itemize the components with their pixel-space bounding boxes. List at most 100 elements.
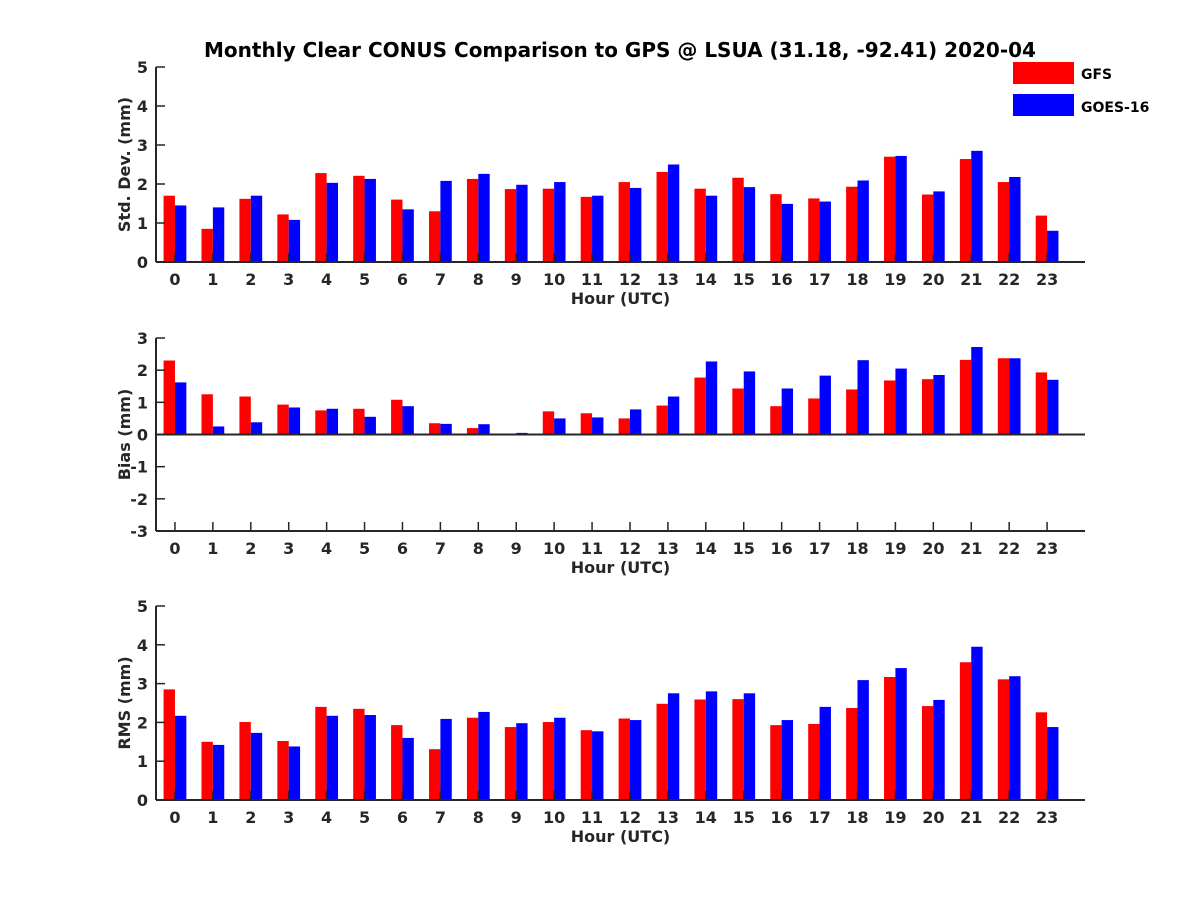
y-axis-label: Std. Dev. (mm)	[115, 97, 134, 232]
x-tick-label: 5	[359, 808, 370, 827]
y-tick-label: 3	[137, 675, 148, 694]
bar-gfs-21	[959, 359, 972, 435]
bar-gfs-18	[846, 708, 858, 800]
bar-gfs-18	[846, 389, 858, 435]
bar-goes-16-19	[895, 668, 907, 800]
x-tick-label: 5	[359, 270, 370, 289]
x-tick-label: 18	[846, 539, 868, 558]
bar-goes-16-10	[554, 717, 566, 800]
x-tick-label: 5	[359, 539, 370, 558]
x-tick-label: 10	[543, 539, 565, 558]
bar-gfs-20	[921, 194, 934, 262]
legend: GFS GOES-16	[1013, 62, 1149, 116]
bar-goes-16-14	[705, 195, 718, 262]
y-tick-label: -2	[130, 490, 148, 509]
bar-gfs-0	[163, 360, 175, 435]
bar-gfs-16	[770, 194, 782, 262]
bar-goes-16-14	[705, 691, 718, 800]
bar-goes-16-15	[743, 187, 756, 262]
bar-goes-16-14	[705, 361, 718, 435]
bar-gfs-4	[315, 410, 327, 435]
bar-gfs-14	[694, 377, 706, 435]
y-tick-label: 2	[137, 713, 148, 732]
bar-goes-16-22	[1009, 358, 1021, 435]
bar-goes-16-12	[629, 720, 642, 800]
bar-goes-16-16	[781, 388, 794, 435]
bar-goes-16-18	[857, 180, 869, 262]
x-tick-label: 8	[473, 808, 484, 827]
x-tick-label: 20	[922, 808, 944, 827]
bar-goes-16-13	[667, 396, 680, 435]
bar-gfs-14	[694, 699, 706, 800]
bar-gfs-13	[656, 171, 668, 262]
legend-label-goes-16: GOES-16	[1081, 100, 1149, 116]
bar-gfs-3	[277, 741, 289, 800]
bar-gfs-20	[921, 706, 934, 800]
bar-goes-16-5	[364, 416, 376, 435]
bar-goes-16-11	[592, 731, 604, 800]
bar-goes-16-19	[895, 368, 907, 435]
bar-goes-16-23	[1047, 727, 1059, 800]
bar-gfs-2	[239, 198, 251, 262]
x-tick-label: 22	[998, 270, 1020, 289]
bar-goes-16-19	[895, 155, 907, 262]
bar-goes-16-15	[743, 371, 756, 435]
bar-gfs-19	[884, 156, 896, 262]
bar-goes-16-2	[250, 195, 263, 262]
x-tick-label: 0	[169, 539, 180, 558]
x-tick-label: 23	[1036, 270, 1058, 289]
bar-goes-16-0	[174, 205, 187, 262]
y-tick-label: 0	[137, 253, 148, 272]
x-axis-label: Hour (UTC)	[571, 289, 671, 308]
x-tick-label: 13	[657, 808, 679, 827]
bar-goes-16-17	[819, 201, 831, 262]
bar-goes-16-1	[212, 426, 225, 435]
bar-goes-16-1	[212, 744, 225, 800]
bar-gfs-17	[808, 398, 820, 435]
y-tick-label: 1	[137, 214, 148, 233]
x-tick-label: 22	[998, 808, 1020, 827]
y-tick-label: 2	[137, 361, 148, 380]
bar-goes-16-4	[326, 715, 339, 800]
x-tick-label: 15	[733, 539, 755, 558]
x-tick-label: 7	[435, 539, 446, 558]
bar-goes-16-20	[933, 191, 945, 262]
bar-goes-16-8	[478, 173, 490, 262]
x-tick-label: 1	[207, 808, 218, 827]
bar-gfs-15	[732, 388, 744, 435]
bar-gfs-9	[504, 727, 517, 800]
x-tick-label: 16	[771, 539, 793, 558]
x-tick-label: 19	[884, 808, 906, 827]
bar-goes-16-8	[478, 711, 490, 800]
bar-goes-16-11	[592, 417, 604, 435]
x-tick-label: 1	[207, 539, 218, 558]
x-tick-label: 12	[619, 539, 641, 558]
bar-gfs-18	[846, 186, 858, 262]
bar-gfs-23	[1035, 712, 1048, 800]
x-tick-label: 0	[169, 270, 180, 289]
x-tick-label: 6	[397, 270, 408, 289]
bar-gfs-5	[353, 708, 365, 800]
legend-swatch-goes-16	[1013, 94, 1074, 116]
bar-gfs-23	[1035, 215, 1048, 262]
x-tick-label: 3	[283, 539, 294, 558]
bar-goes-16-21	[971, 347, 983, 435]
y-tick-label: 2	[137, 175, 148, 194]
y-tick-label: 0	[137, 426, 148, 445]
bar-gfs-4	[315, 706, 327, 800]
x-tick-label: 7	[435, 270, 446, 289]
x-tick-label: 9	[511, 808, 522, 827]
x-tick-label: 14	[695, 808, 717, 827]
bar-goes-16-8	[478, 424, 490, 435]
bar-gfs-14	[694, 188, 706, 262]
x-tick-label: 21	[960, 270, 982, 289]
bar-gfs-15	[732, 177, 744, 262]
y-tick-label: 4	[137, 636, 148, 655]
bar-goes-16-23	[1047, 230, 1059, 262]
bar-goes-16-1	[212, 207, 225, 262]
bar-goes-16-12	[629, 187, 642, 262]
bar-gfs-2	[239, 722, 251, 800]
